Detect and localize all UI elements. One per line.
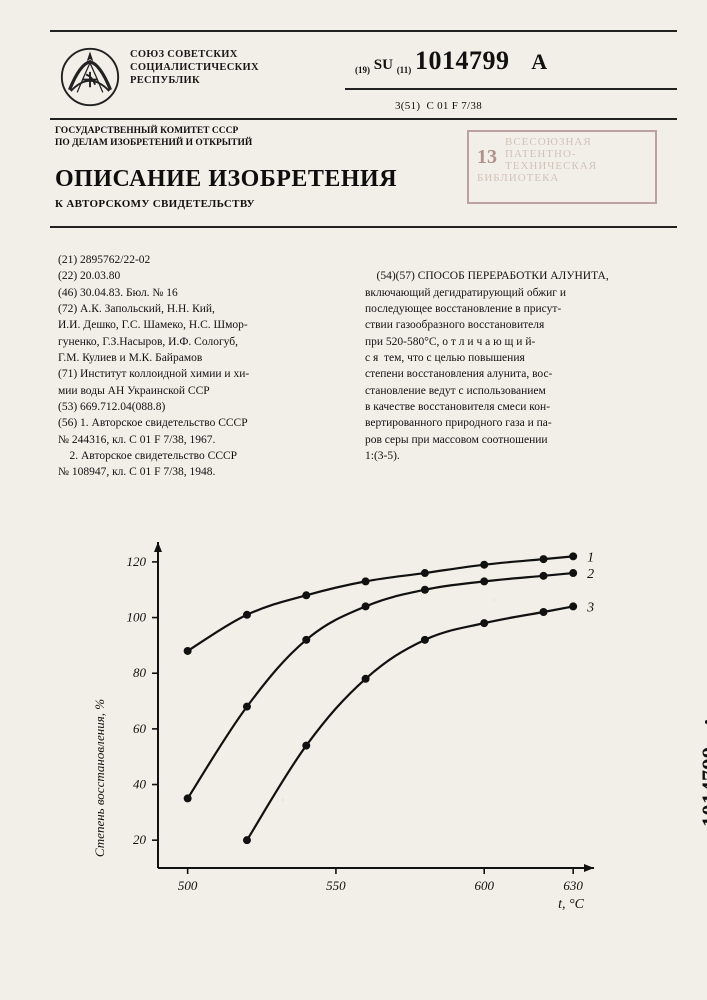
svg-text:500: 500 <box>178 878 198 893</box>
stamp-line: ТЕХНИЧЕСКАЯ <box>477 160 647 172</box>
abstract-lead: (54)(57) СПОСОБ ПЕРЕРАБОТКИ АЛУНИТА, <box>377 270 609 282</box>
svg-text:600: 600 <box>474 878 494 893</box>
document-title: ОПИСАНИЕ ИЗОБРЕТЕНИЯ <box>55 166 397 193</box>
abstract-body: включающий дегидратирующий обжиг и после… <box>365 287 566 462</box>
union-line: РЕСПУБЛИК <box>130 74 259 87</box>
committee: ГОСУДАРСТВЕННЫЙ КОМИТЕТ СССР ПО ДЕЛАМ ИЗ… <box>55 126 252 150</box>
side-publication-code: (19) SU (11) 1014799 A <box>524 515 697 541</box>
union-name: СОЮЗ СОВЕТСКИХ СОЦИАЛИСТИЧЕСКИХ РЕСПУБЛИ… <box>130 48 259 87</box>
class-code: С 01 F 7/38 <box>426 100 482 112</box>
svg-text:120: 120 <box>127 554 147 569</box>
svg-text:3: 3 <box>586 600 594 615</box>
svg-text:t, °C: t, °C <box>558 897 584 912</box>
ussr-emblem <box>58 45 122 109</box>
biblio-right-column: (54)(57) СПОСОБ ПЕРЕРАБОТКИ АЛУНИТА, вкл… <box>365 252 665 481</box>
stamp-number: 13 <box>477 146 497 169</box>
stamp-line: ВСЕСОЮЗНАЯ <box>477 136 647 148</box>
rule-mid <box>50 118 677 120</box>
publication-code: (19) SU (11) 1014799 A <box>355 46 547 76</box>
biblio-left-column: (21) 2895762/22-02 (22) 20.03.80 (46) 30… <box>58 252 348 481</box>
rule-top <box>50 30 677 32</box>
svg-text:20: 20 <box>133 832 147 847</box>
committee-line: ПО ДЕЛАМ ИЗОБРЕТЕНИЙ И ОТКРЫТИЙ <box>55 138 252 150</box>
stamp-line: БИБЛИОТЕКА <box>477 172 647 184</box>
svg-text:40: 40 <box>133 777 147 792</box>
svg-text:550: 550 <box>326 878 346 893</box>
svg-text:Степень восстановления, %: Степень восстановления, % <box>92 699 107 857</box>
side-kind: A <box>701 715 707 729</box>
pub-number: 1014799 <box>415 46 510 75</box>
rule-after-title <box>50 226 677 228</box>
union-line: СОЮЗ СОВЕТСКИХ <box>130 48 259 61</box>
pub-prefix-11: (11) <box>397 65 412 75</box>
document-subtitle: К АВТОРСКОМУ СВИДЕТЕЛЬСТВУ <box>55 198 255 210</box>
library-stamp: 13 ВСЕСОЮЗНАЯ ПАТЕНТНО- ТЕХНИЧЕСКАЯ БИБЛ… <box>467 130 657 204</box>
pub-kind: A <box>531 49 547 74</box>
svg-text:80: 80 <box>133 665 147 680</box>
committee-line: ГОСУДАРСТВЕННЫЙ КОМИТЕТ СССР <box>55 126 252 138</box>
pub-cc: SU <box>374 57 393 73</box>
ipc-class: 3(51) С 01 F 7/38 <box>395 100 482 112</box>
recovery-chart: 20 40 60 80 100 120 500 550 600 630 t, °C Степень в… <box>80 520 610 920</box>
svg-text:60: 60 <box>133 721 147 736</box>
svg-text:100: 100 <box>127 610 147 625</box>
stamp-line: ПАТЕНТНО- <box>477 148 647 160</box>
svg-text:1: 1 <box>587 550 594 565</box>
chart-svg: 20 40 60 80 100 120 500 550 600 630 t, °C Степень в… <box>80 520 610 920</box>
pub-prefix-19: (19) <box>355 65 370 75</box>
union-line: СОЦИАЛИСТИЧЕСКИХ <box>130 61 259 74</box>
svg-text:2: 2 <box>587 567 594 582</box>
class-prefix: 3(51) <box>395 100 420 112</box>
patent-page: СОЮЗ СОВЕТСКИХ СОЦИАЛИСТИЧЕСКИХ РЕСПУБЛИ… <box>0 0 707 1000</box>
svg-text:630: 630 <box>563 878 583 893</box>
rule-after-pub <box>345 88 677 90</box>
side-number: 1014799 <box>697 747 707 828</box>
